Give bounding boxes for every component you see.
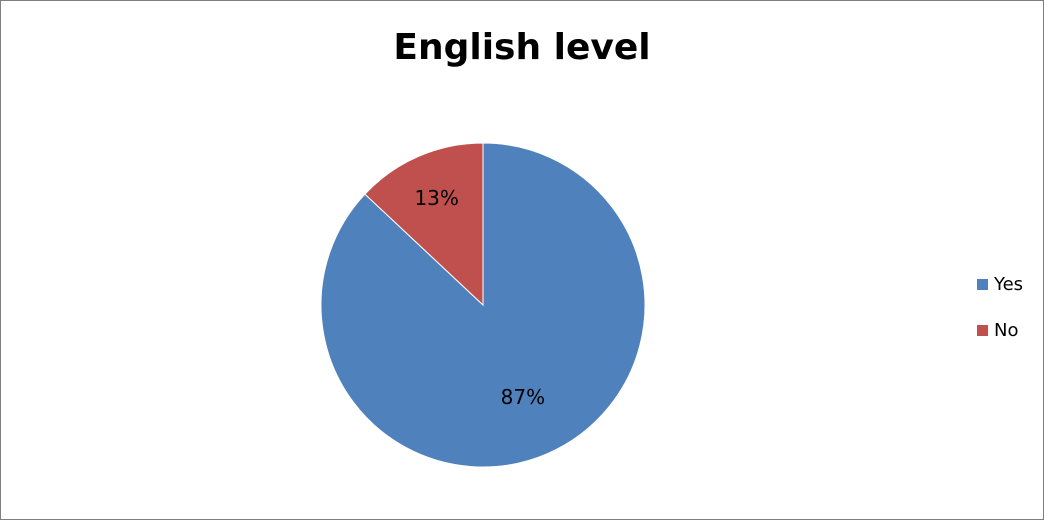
legend-label-no: No — [994, 319, 1019, 341]
legend-item-yes: Yes — [977, 271, 1023, 297]
data-label-yes: 87% — [501, 385, 545, 409]
legend-swatch-no — [977, 324, 988, 336]
legend-label-yes: Yes — [994, 273, 1024, 295]
data-label-no: 13% — [414, 186, 458, 210]
legend-swatch-yes — [977, 278, 988, 290]
pie-slices — [320, 142, 646, 468]
pie-data-labels: 87% 13% — [414, 186, 545, 409]
chart-title: English level — [393, 27, 651, 68]
legend: Yes No — [977, 271, 1023, 363]
legend-item-no: No — [977, 317, 1023, 343]
pie-slice-no — [364, 142, 484, 307]
